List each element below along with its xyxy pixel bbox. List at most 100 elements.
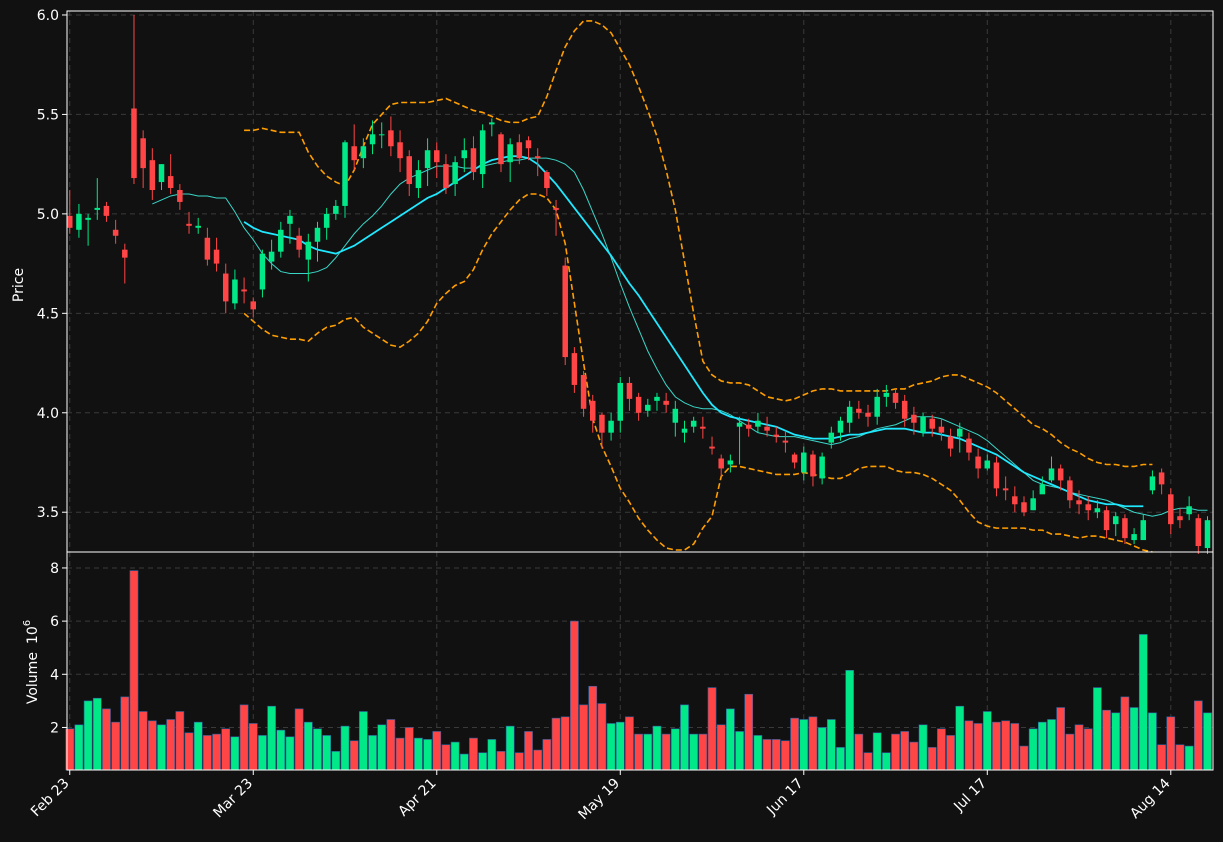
candle-body [1149,476,1156,491]
volume-bar [1065,733,1075,771]
volume-bar [432,731,442,771]
volume-bar [533,749,543,771]
volume-bar [1203,712,1212,771]
volume-bar [505,725,515,771]
volume-bar [276,729,286,771]
volume-bar [560,716,570,771]
candle-body [323,213,330,228]
volume-bar [120,696,130,771]
volume-bar [175,711,185,771]
volume-bar [955,705,965,771]
volume-bar [395,737,405,771]
volume-bar [762,739,772,771]
candle-body [617,382,624,421]
candle-body [1076,500,1082,505]
candle-body [626,382,633,399]
volume-bar [606,723,616,771]
volume-bar [1056,707,1066,771]
candle-body [369,134,376,145]
volume-bar [1028,728,1038,771]
volume-bar [515,752,524,771]
volume-bar [138,711,148,771]
volume-tick-label: 2 [50,720,59,736]
candle-body [278,229,284,252]
candle-body [544,172,550,189]
candle-body [635,396,642,413]
volume-bar [808,716,818,771]
candle-body [553,207,559,210]
volume-bar [891,733,900,771]
volume-bar [386,719,396,771]
volume-bar [845,670,854,771]
volume-bar [102,708,111,771]
candle-body [195,225,201,228]
candle-body [938,426,945,433]
volume-bar [918,724,928,771]
volume-bar [1010,723,1020,771]
volume-bar [588,685,598,771]
volume-bar [937,728,946,771]
volume-bar [524,731,533,771]
volume-bar [1184,745,1194,771]
candle-body [892,392,899,403]
volume-bar [753,735,763,771]
volume-bar [423,739,432,771]
candle-body [140,138,146,169]
volume-bar [1038,721,1047,771]
candle-body [443,164,449,189]
volume-tick-label: 6 [50,614,59,630]
volume-bars [65,570,1212,771]
candle-body [158,164,165,183]
candle-body [489,122,495,125]
volume-bar [92,697,102,771]
volume-bar [377,724,387,771]
volume-bar [854,733,864,771]
candle-body [690,420,697,427]
candle-body [1140,520,1147,541]
volume-bar [1047,719,1056,771]
volume-bar [661,733,671,771]
price-tick-label: 5.0 [37,207,59,223]
candle-body [718,458,724,469]
volume-bar [368,735,377,771]
volume-bar [193,721,203,771]
volume-bar [349,740,359,771]
candle-body [745,424,752,429]
volume-bar [882,752,891,771]
price-axis-ticks: 3.5 4.0 4.5 5.0 5.5 6.0 [37,8,67,521]
price-tick-label: 5.5 [37,107,59,123]
volume-bar [414,737,423,771]
volume-bar [826,719,836,771]
candle-body [764,426,770,431]
volume-bar [1111,712,1121,771]
volume-bar [973,723,983,771]
volume-bar [735,731,744,771]
volume-bar [1138,634,1148,771]
volume-bar [331,751,341,771]
volume-bar [771,739,781,771]
bollinger-lower-line [243,193,1153,553]
volume-bar [1148,712,1157,771]
candle-body [901,400,908,419]
candle-body [250,301,257,310]
volume-bar [1120,696,1130,771]
volume-bar [496,751,506,771]
bollinger-upper-line [244,20,1153,468]
volume-bar [230,736,240,771]
volume-bar [872,732,882,771]
volume-bar [790,717,799,771]
candle-body [434,150,440,163]
volume-bar [248,723,258,771]
candle-body [984,460,991,469]
candle-body [67,215,73,228]
volume-bar [615,721,625,771]
candle-body [415,170,422,189]
volume-axis-ticks: 2 4 6 8 [50,561,67,736]
candle-body [599,414,605,433]
volume-bar [129,570,139,771]
candle-body [865,412,871,417]
candle-body [186,223,192,226]
candle-body [1112,516,1119,525]
volume-bar [294,708,304,771]
